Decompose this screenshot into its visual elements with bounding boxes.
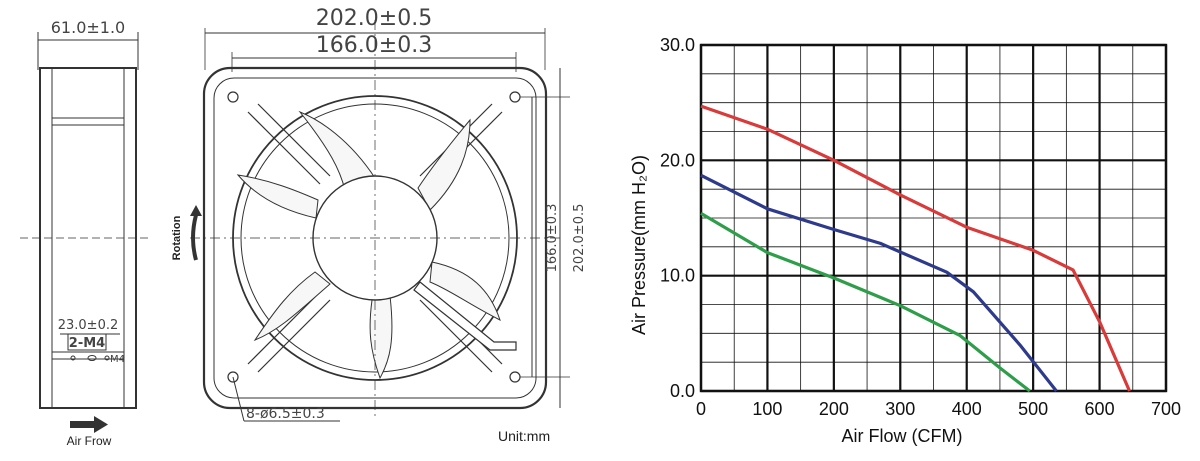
x-tick-label: 500 [1018,399,1048,419]
mount-hole-icon [227,91,239,103]
right-inner-dim: 166.0±0.3 [545,204,560,273]
x-tick-label: 0 [696,399,706,419]
y-tick-label: 30.0 [660,35,695,55]
series-line-3 [700,212,1031,393]
series-line-2 [700,173,1058,392]
pq-chart: 0 100 200 300 400 500 600 700 0.0 10.0 20.0 30.0 A… [629,35,1181,446]
mount-hole-icon [509,91,521,103]
airflow-label: Air Frow [67,434,112,448]
screw-label: 2-M4 [69,336,105,351]
x-tick-label: 600 [1085,399,1115,419]
unit-label: Unit:mm [498,428,550,444]
x-tick-label: 100 [752,399,782,419]
inner-dim: 166.0±0.3 [316,33,432,58]
x-tick-label: 300 [885,399,915,419]
rotation-label: Rotation [171,215,183,260]
y-tick-label: 0.0 [670,381,695,401]
x-tick-label: 400 [952,399,982,419]
x-axis-label: Air Flow (CFM) [842,426,963,446]
screw-label-small: M4 [110,354,125,365]
chart-grid-major [699,43,1168,393]
chart-series [700,104,1131,393]
airflow-arrow-icon [70,416,108,433]
y-tick-labels: 0.0 10.0 20.0 30.0 [660,35,695,401]
mount-hole-icon [509,371,521,383]
series-line-1 [700,104,1131,392]
front-view: 202.0±0.5 166.0±0.3 [190,6,587,422]
x-tick-labels: 0 100 200 300 400 500 600 700 [696,399,1181,419]
x-tick-label: 200 [819,399,849,419]
hole-dim: 8-ø6.5±0.3 [246,406,325,422]
side-view: 61.0±1.0 23.0±0.2 2-M4 M4 [20,18,150,409]
outer-dim: 202.0±0.5 [316,6,432,31]
y-axis-label: Air Pressure(mm H₂O) [629,155,649,335]
y-tick-label: 10.0 [660,266,695,286]
mount-hole-icon [227,371,239,383]
side-width-dim: 61.0±1.0 [51,18,125,37]
chart-grid-minor [701,45,1166,391]
screw-dim: 23.0±0.2 [58,318,119,333]
y-tick-label: 20.0 [660,150,695,170]
plot-border [699,43,1168,393]
x-tick-label: 700 [1151,399,1181,419]
right-outer-dim: 202.0±0.5 [572,204,587,273]
rotation-arrow-icon [190,205,202,261]
